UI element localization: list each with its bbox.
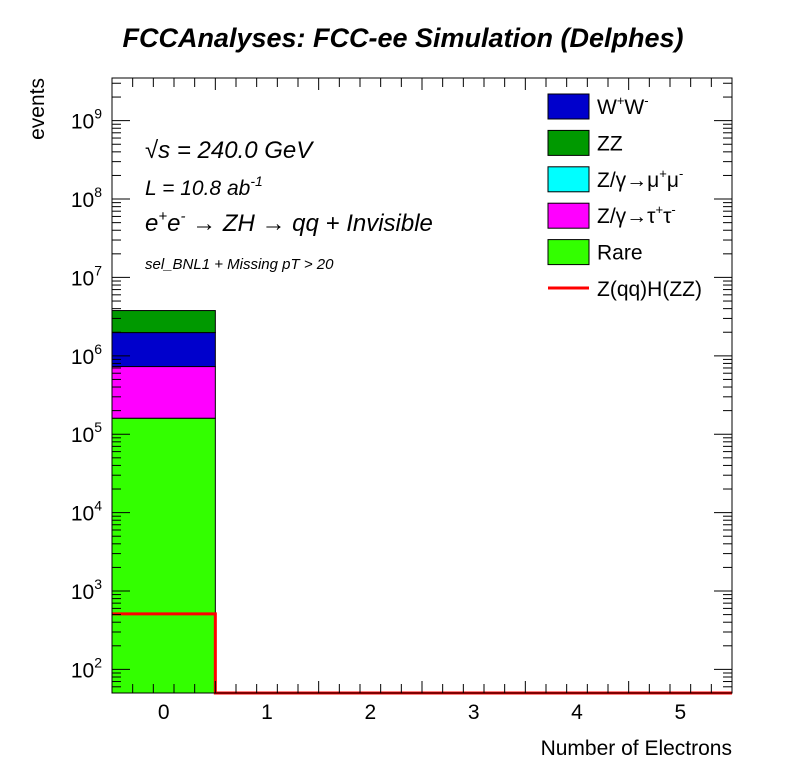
x-tick-label: 0: [158, 701, 170, 724]
y-tick-label: 106: [71, 341, 102, 369]
x-axis-ticks: 0 1 2 3 4 5: [111, 78, 733, 724]
x-axis-title: Number of Electrons: [541, 737, 732, 760]
y-tick-label: 102: [71, 654, 102, 682]
legend-label-ww: W+W-: [597, 93, 649, 119]
sqrt-s-annotation: √s = 240.0 GeV: [145, 137, 314, 164]
bar-zz-bin-0: [111, 310, 216, 334]
process-charge-1: +: [158, 208, 167, 225]
legend-swatch-tautau: [547, 202, 590, 229]
annotations: √s = 240.0 GeV L = 10.8 ab-1 e+e- → ZH →…: [145, 137, 433, 273]
legend-label-sup: +: [617, 93, 625, 108]
process-annotation: e+e- → ZH → qq + Invisible: [145, 208, 433, 237]
y-tick-exponent: 4: [94, 498, 102, 514]
legend-label-base: ZZ: [597, 132, 623, 155]
y-tick-exponent: 9: [94, 106, 102, 122]
legend-label-mid: τ: [663, 205, 672, 228]
legend-label-mid: W: [624, 96, 644, 119]
legend-swatch-mumu: [547, 166, 590, 193]
y-tick-exponent: 6: [94, 341, 102, 357]
y-tick-exponent: 5: [94, 419, 102, 435]
sqrt-s-value: = 240.0 GeV: [170, 137, 314, 164]
y-tick-label: 103: [71, 576, 102, 604]
luminosity-annotation: L = 10.8 ab-1: [145, 173, 263, 200]
legend-label-base: W: [597, 96, 617, 119]
legend-label-sup: -: [644, 93, 648, 108]
legend-label-sup: -: [671, 202, 675, 217]
legend-label-signal: Z(qq)H(ZZ): [597, 278, 702, 301]
y-tick-base: 10: [71, 659, 94, 682]
luminosity-text: L = 10.8 ab: [145, 177, 251, 200]
y-tick-base: 10: [71, 424, 94, 447]
y-tick-exponent: 3: [94, 576, 102, 592]
legend-label-tautau: Z/γ→τ+τ-: [597, 202, 676, 228]
process-charge-2: -: [180, 208, 185, 225]
y-tick-exponent: 2: [94, 654, 102, 670]
y-tick-label: 109: [71, 106, 102, 134]
legend-label-base: Rare: [597, 242, 643, 265]
x-tick-label: 1: [261, 701, 273, 724]
y-tick-label: 107: [71, 262, 102, 290]
x-tick-label: 2: [364, 701, 376, 724]
bar-rare-bin-0: [111, 417, 216, 694]
bar-tautau-bin-0: [111, 366, 216, 419]
y-tick-label: 108: [71, 184, 102, 212]
legend-swatch-zz: [547, 129, 590, 156]
y-axis-title: events: [26, 78, 49, 140]
chart-title: FCCAnalyses: FCC-ee Simulation (Delphes): [122, 23, 683, 53]
legend-label-sup: -: [679, 166, 683, 181]
x-tick-label: 4: [571, 701, 583, 724]
legend-label-zz: ZZ: [597, 132, 623, 155]
y-tick-base: 10: [71, 346, 94, 369]
y-tick-exponent: 7: [94, 262, 102, 278]
y-tick-base: 10: [71, 581, 94, 604]
legend-label-sup: +: [659, 166, 667, 181]
legend-label-base: Z/γ→τ: [597, 205, 656, 228]
y-tick-base: 10: [71, 189, 94, 212]
x-tick-label: 5: [674, 701, 686, 724]
luminosity-exponent: -1: [250, 173, 262, 189]
histogram-stack: [111, 310, 216, 694]
legend-label-rare: Rare: [597, 242, 643, 265]
y-tick-exponent: 8: [94, 184, 102, 200]
process-particle-1: e: [145, 210, 158, 237]
sqrt-s-symbol: √s: [145, 137, 170, 164]
legend-swatch-rare: [547, 239, 590, 266]
process-particle-2: e: [167, 210, 180, 237]
y-tick-base: 10: [71, 111, 94, 134]
bar-ww-bin-0: [111, 332, 216, 368]
selection-annotation: sel_BNL1 + Missing pT > 20: [145, 256, 334, 273]
process-rest: → ZH → qq + Invisible: [185, 210, 432, 237]
legend-label-mumu: Z/γ→μ+μ-: [597, 166, 683, 192]
y-tick-label: 104: [71, 498, 102, 526]
legend-label-sup: +: [655, 202, 663, 217]
legend-label-base: Z(qq)H(ZZ): [597, 278, 702, 301]
legend-label-mid: μ: [667, 169, 679, 192]
y-tick-base: 10: [71, 267, 94, 290]
y-tick-base: 10: [71, 503, 94, 526]
legend-swatch-ww: [547, 93, 590, 120]
x-tick-label: 3: [468, 701, 480, 724]
y-tick-label: 105: [71, 419, 102, 447]
legend-label-base: Z/γ→μ: [597, 169, 659, 192]
